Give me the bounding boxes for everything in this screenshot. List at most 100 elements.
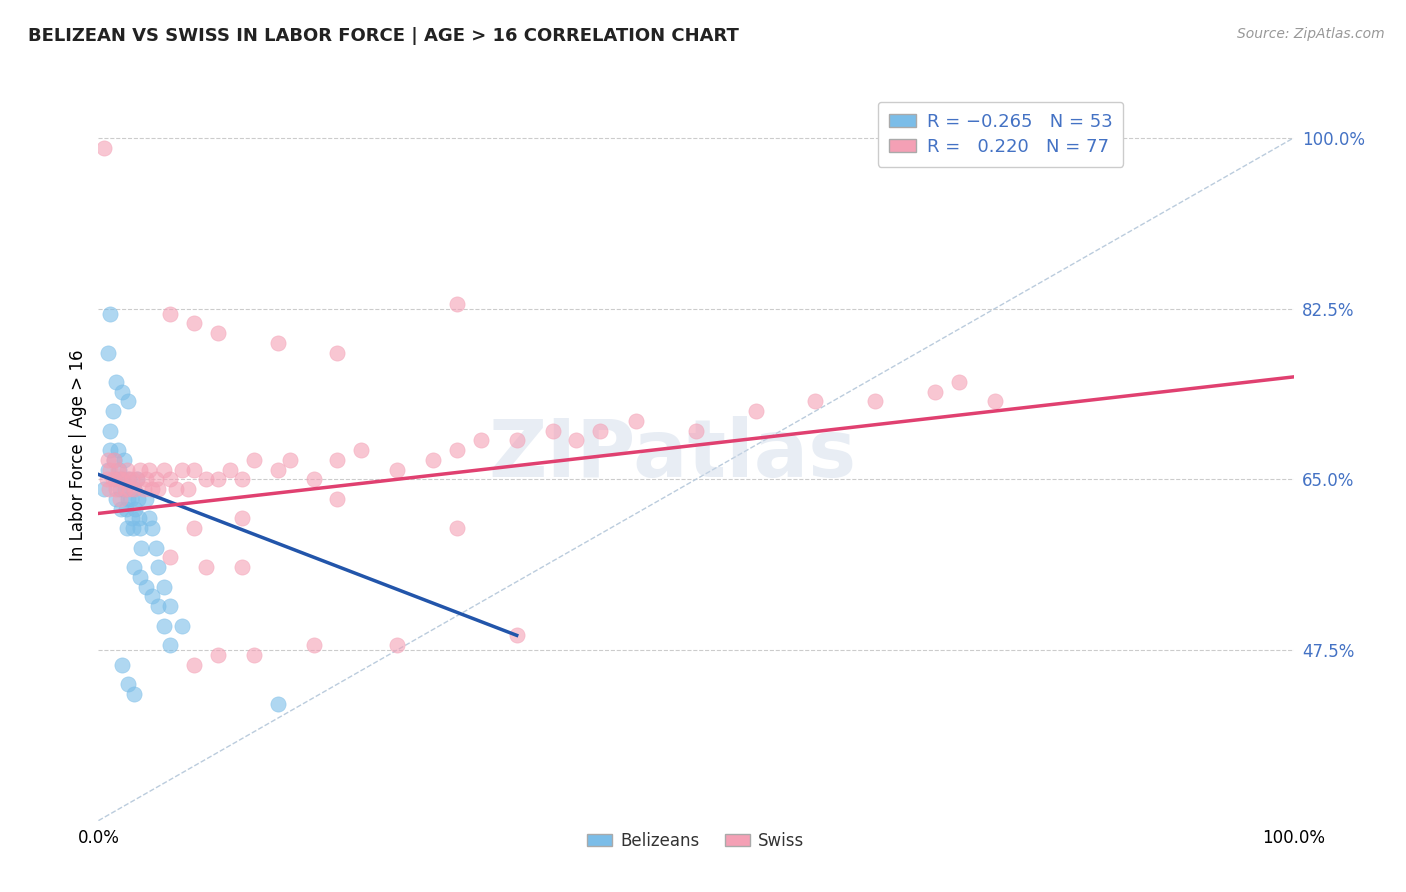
Point bbox=[111, 472, 134, 486]
Point bbox=[267, 335, 290, 350]
Point bbox=[117, 677, 139, 691]
Point bbox=[107, 462, 129, 476]
Point bbox=[124, 482, 146, 496]
Text: Source: ZipAtlas.com: Source: ZipAtlas.com bbox=[1237, 27, 1385, 41]
Point bbox=[565, 434, 588, 448]
Point bbox=[105, 375, 128, 389]
Point bbox=[183, 462, 205, 476]
Point bbox=[115, 501, 138, 516]
Point bbox=[112, 452, 135, 467]
Point bbox=[118, 472, 141, 486]
Point bbox=[865, 394, 887, 409]
Point bbox=[127, 491, 149, 506]
Point bbox=[541, 424, 564, 438]
Point bbox=[243, 648, 266, 662]
Point bbox=[129, 570, 152, 584]
Point bbox=[153, 618, 176, 632]
Point bbox=[183, 657, 205, 672]
Point bbox=[231, 472, 253, 486]
Point bbox=[103, 452, 125, 467]
Point bbox=[124, 560, 146, 574]
Point bbox=[145, 472, 167, 486]
Legend: Belizeans, Swiss: Belizeans, Swiss bbox=[581, 825, 811, 856]
Point bbox=[446, 443, 468, 458]
Point bbox=[98, 424, 122, 438]
Point bbox=[135, 472, 157, 486]
Text: BELIZEAN VS SWISS IN LABOR FORCE | AGE > 16 CORRELATION CHART: BELIZEAN VS SWISS IN LABOR FORCE | AGE >… bbox=[28, 27, 740, 45]
Point bbox=[108, 482, 131, 496]
Point bbox=[984, 394, 1007, 409]
Point bbox=[948, 375, 970, 389]
Point bbox=[446, 521, 468, 535]
Point bbox=[207, 648, 229, 662]
Point bbox=[148, 560, 170, 574]
Point bbox=[105, 491, 128, 506]
Point bbox=[626, 414, 648, 428]
Point bbox=[129, 462, 152, 476]
Point bbox=[138, 511, 160, 525]
Point bbox=[267, 697, 290, 711]
Point bbox=[207, 326, 229, 340]
Point bbox=[117, 491, 139, 506]
Point bbox=[107, 472, 129, 486]
Point bbox=[745, 404, 768, 418]
Y-axis label: In Labor Force | Age > 16: In Labor Force | Age > 16 bbox=[69, 349, 87, 561]
Point bbox=[278, 452, 301, 467]
Point bbox=[159, 550, 181, 565]
Point bbox=[138, 462, 160, 476]
Point bbox=[135, 491, 157, 506]
Point bbox=[97, 345, 120, 359]
Point bbox=[183, 521, 205, 535]
Point bbox=[589, 424, 612, 438]
Point bbox=[924, 384, 946, 399]
Point bbox=[153, 462, 176, 476]
Point bbox=[159, 638, 181, 652]
Point bbox=[115, 521, 138, 535]
Point bbox=[219, 462, 242, 476]
Point bbox=[98, 462, 122, 476]
Point bbox=[128, 511, 150, 525]
Point bbox=[685, 424, 707, 438]
Point bbox=[101, 472, 124, 486]
Text: ZIPatlas: ZIPatlas bbox=[488, 416, 856, 494]
Point bbox=[93, 482, 115, 496]
Point bbox=[470, 434, 492, 448]
Point bbox=[267, 462, 290, 476]
Point bbox=[115, 462, 138, 476]
Point bbox=[98, 306, 122, 320]
Point bbox=[124, 501, 146, 516]
Point bbox=[118, 482, 141, 496]
Point bbox=[97, 462, 120, 476]
Point bbox=[104, 472, 127, 486]
Point bbox=[141, 590, 163, 604]
Point bbox=[207, 472, 229, 486]
Point bbox=[159, 472, 181, 486]
Point bbox=[326, 452, 349, 467]
Point bbox=[153, 580, 176, 594]
Point bbox=[302, 638, 325, 652]
Point bbox=[125, 472, 148, 486]
Point bbox=[172, 462, 194, 476]
Point bbox=[326, 345, 349, 359]
Point bbox=[117, 472, 139, 486]
Point bbox=[132, 482, 155, 496]
Point bbox=[145, 541, 167, 555]
Point bbox=[350, 443, 373, 458]
Point bbox=[97, 452, 120, 467]
Point bbox=[177, 482, 200, 496]
Point bbox=[107, 443, 129, 458]
Point bbox=[98, 443, 122, 458]
Point bbox=[108, 491, 131, 506]
Point bbox=[111, 384, 134, 399]
Point bbox=[124, 482, 146, 496]
Point bbox=[159, 306, 181, 320]
Point bbox=[111, 657, 134, 672]
Point bbox=[195, 472, 218, 486]
Point bbox=[125, 472, 148, 486]
Point bbox=[129, 521, 152, 535]
Point bbox=[506, 628, 529, 642]
Point bbox=[506, 434, 529, 448]
Point bbox=[122, 521, 145, 535]
Point bbox=[135, 580, 157, 594]
Point bbox=[302, 472, 325, 486]
